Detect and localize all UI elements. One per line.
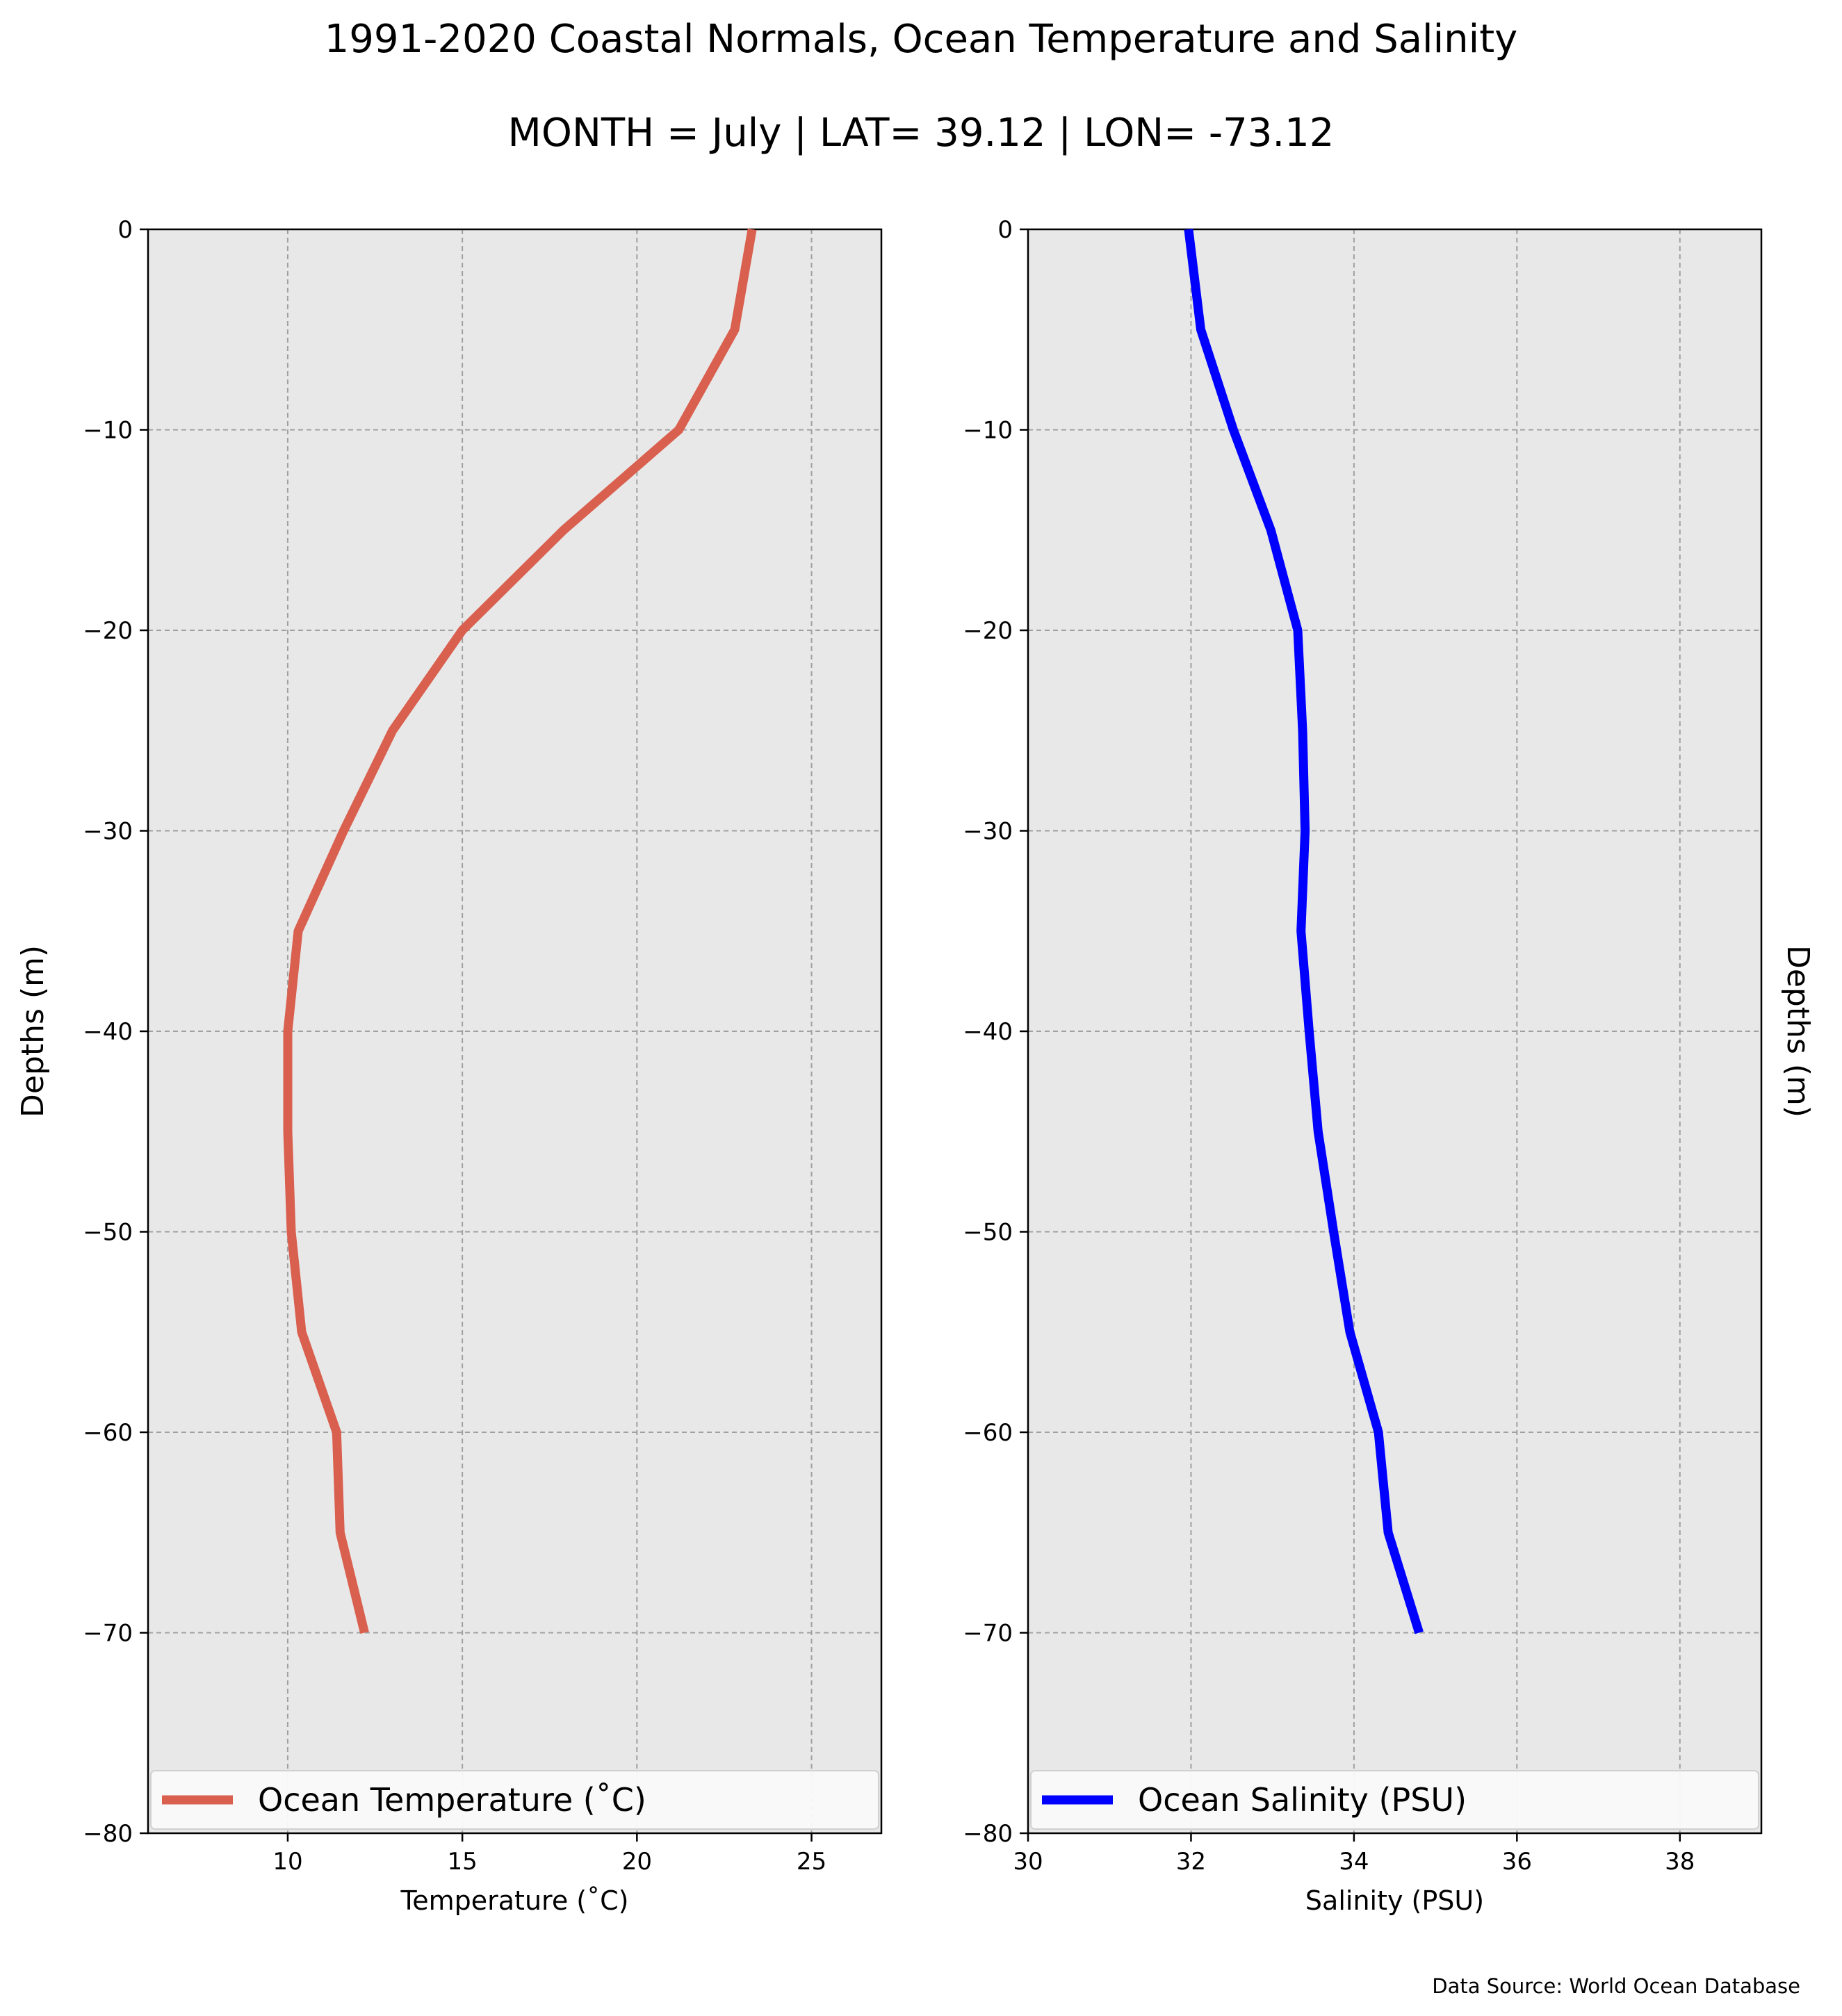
data-source-note: Data Source: World Ocean Database xyxy=(1432,1974,1800,1998)
y-axis-label: Depths (m) xyxy=(1780,945,1816,1117)
temperature-panel: 10 15 20 25 0 −10 −20 −30 −40 −50 −60 −70 −80 Tempera… xyxy=(15,216,883,1916)
y-tick-label: 0 xyxy=(997,216,1013,244)
y-tick-label: −50 xyxy=(963,1219,1013,1247)
y-tick-label: −10 xyxy=(83,417,133,445)
legend-label: Ocean Salinity (PSU) xyxy=(1138,1781,1467,1819)
y-tick-label: −30 xyxy=(963,818,1013,846)
y-tick-label: −70 xyxy=(963,1620,1013,1648)
figure-subtitle: MONTH = July | LAT= 39.12 | LON= -73.12 xyxy=(508,110,1335,156)
y-tick-label: −30 xyxy=(83,818,133,846)
figure-title: 1991-2020 Coastal Normals, Ocean Tempera… xyxy=(325,17,1518,62)
x-tick-label: 20 xyxy=(622,1848,652,1876)
y-tick-label: −40 xyxy=(963,1018,1013,1046)
legend-label: Ocean Temperature (˚C) xyxy=(258,1781,646,1819)
y-tick-label: −10 xyxy=(963,417,1013,445)
x-tick-label: 38 xyxy=(1665,1848,1695,1876)
x-tick-label: 36 xyxy=(1502,1848,1532,1876)
x-tick-label: 25 xyxy=(797,1848,826,1876)
x-tick-label: 10 xyxy=(272,1848,302,1876)
x-tick-label: 15 xyxy=(448,1848,478,1876)
legend-box xyxy=(150,1770,879,1830)
y-axis-label: Depths (m) xyxy=(15,945,51,1117)
y-tick-label: −60 xyxy=(83,1419,133,1447)
y-tick-label: −80 xyxy=(963,1820,1013,1848)
legend-box xyxy=(1030,1770,1759,1830)
x-tick-label: 30 xyxy=(1013,1848,1043,1876)
y-tick-label: −20 xyxy=(963,617,1013,645)
y-tick-label: −70 xyxy=(83,1620,133,1648)
y-tick-label: −20 xyxy=(83,617,133,645)
y-tick-label: −60 xyxy=(963,1419,1013,1447)
y-tick-label: −40 xyxy=(83,1018,133,1046)
x-tick-label: 34 xyxy=(1339,1848,1369,1876)
y-tick-label: −80 xyxy=(83,1820,133,1848)
x-tick-label: 32 xyxy=(1176,1848,1206,1876)
x-axis-label: Temperature (˚C) xyxy=(400,1885,629,1916)
x-axis-label: Salinity (PSU) xyxy=(1305,1885,1484,1916)
y-tick-label: 0 xyxy=(117,216,133,244)
salinity-panel: 30 32 34 36 38 0 −10 −20 −30 −40 −50 −60 −70 −80 Salin… xyxy=(963,216,1816,1916)
y-tick-label: −50 xyxy=(83,1219,133,1247)
